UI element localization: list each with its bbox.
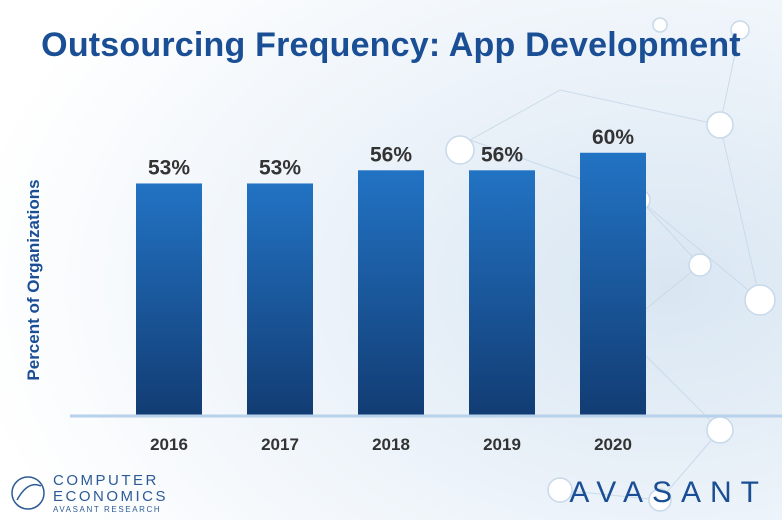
bar-2018 (358, 170, 424, 416)
logo-line-computer: COMPUTER (53, 472, 159, 489)
x-tick-label-2018: 2018 (372, 435, 410, 454)
data-label-2020: 60% (592, 126, 634, 149)
bar-2016 (136, 183, 202, 416)
bar-2019 (469, 170, 535, 416)
data-label-2017: 53% (259, 156, 301, 179)
computer-economics-logo: COMPUTER ECONOMICS AVASANT RESEARCH (8, 470, 198, 518)
chart-title: Outsourcing Frequency: App Development (41, 26, 741, 64)
ce-ring-icon (11, 476, 45, 510)
data-label-2016: 53% (148, 156, 190, 179)
data-label-2019: 56% (481, 143, 523, 166)
logo-line-economics: ECONOMICS (53, 488, 169, 505)
bar-2017 (247, 183, 313, 416)
bar-2020 (580, 152, 646, 416)
logo-line-avasant-research: AVASANT RESEARCH (53, 505, 162, 514)
avasant-logo: AVASANT (569, 476, 768, 509)
x-tick-label-2016: 2016 (150, 435, 188, 454)
x-tick-label-2019: 2019 (483, 435, 521, 454)
data-label-2018: 56% (370, 143, 412, 166)
x-tick-label-2020: 2020 (594, 435, 632, 454)
x-tick-label-2017: 2017 (261, 435, 299, 454)
